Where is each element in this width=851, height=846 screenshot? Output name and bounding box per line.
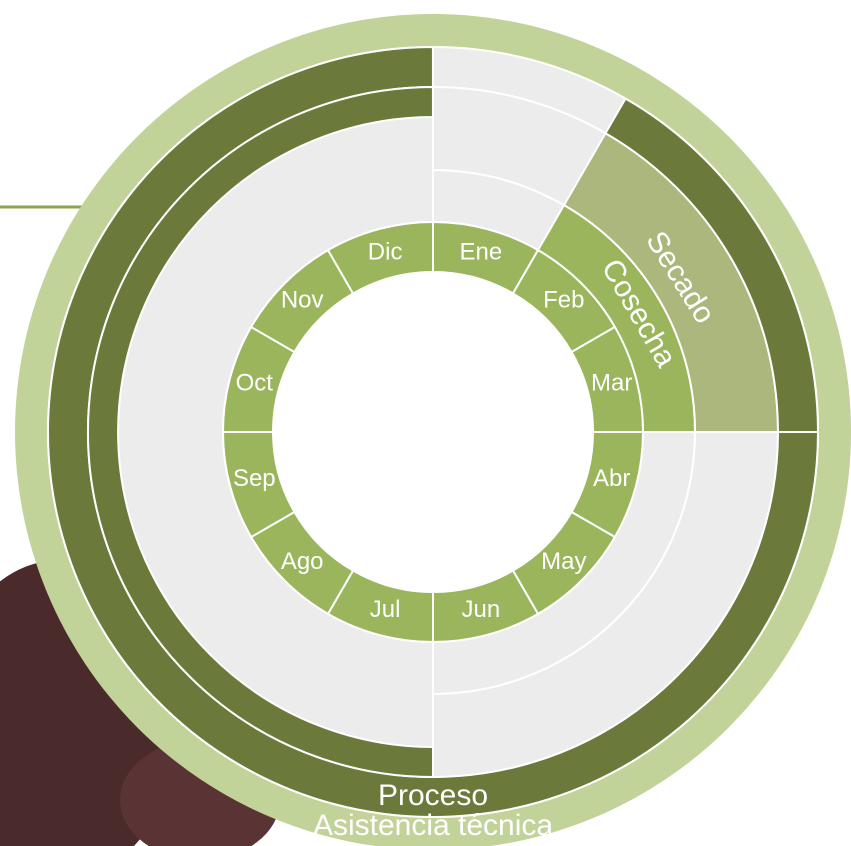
month-segment	[326, 220, 434, 295]
month-label: Ago	[281, 548, 324, 575]
ring-label: Asistencia técnica	[313, 809, 553, 842]
month-label: Jul	[370, 596, 401, 623]
month-label: Oct	[236, 369, 274, 396]
secado-outer	[604, 97, 820, 433]
proceso-band	[47, 45, 819, 818]
month-label: Jun	[462, 596, 501, 623]
wheel: EneFebMarAbrMayJunJulAgoSepOctNovDicCose…	[15, 14, 851, 846]
month-label: Sep	[233, 465, 276, 492]
month-label: Dic	[368, 239, 403, 266]
month-label: Ene	[460, 239, 503, 266]
month-label: May	[541, 548, 586, 575]
month-label: Abr	[593, 465, 630, 492]
center	[273, 272, 593, 592]
ring-label: Proceso	[378, 779, 488, 812]
month-label: Feb	[543, 287, 584, 314]
proceso-band	[87, 85, 434, 779]
month-label: Nov	[281, 287, 324, 314]
month-label: Mar	[591, 369, 632, 396]
